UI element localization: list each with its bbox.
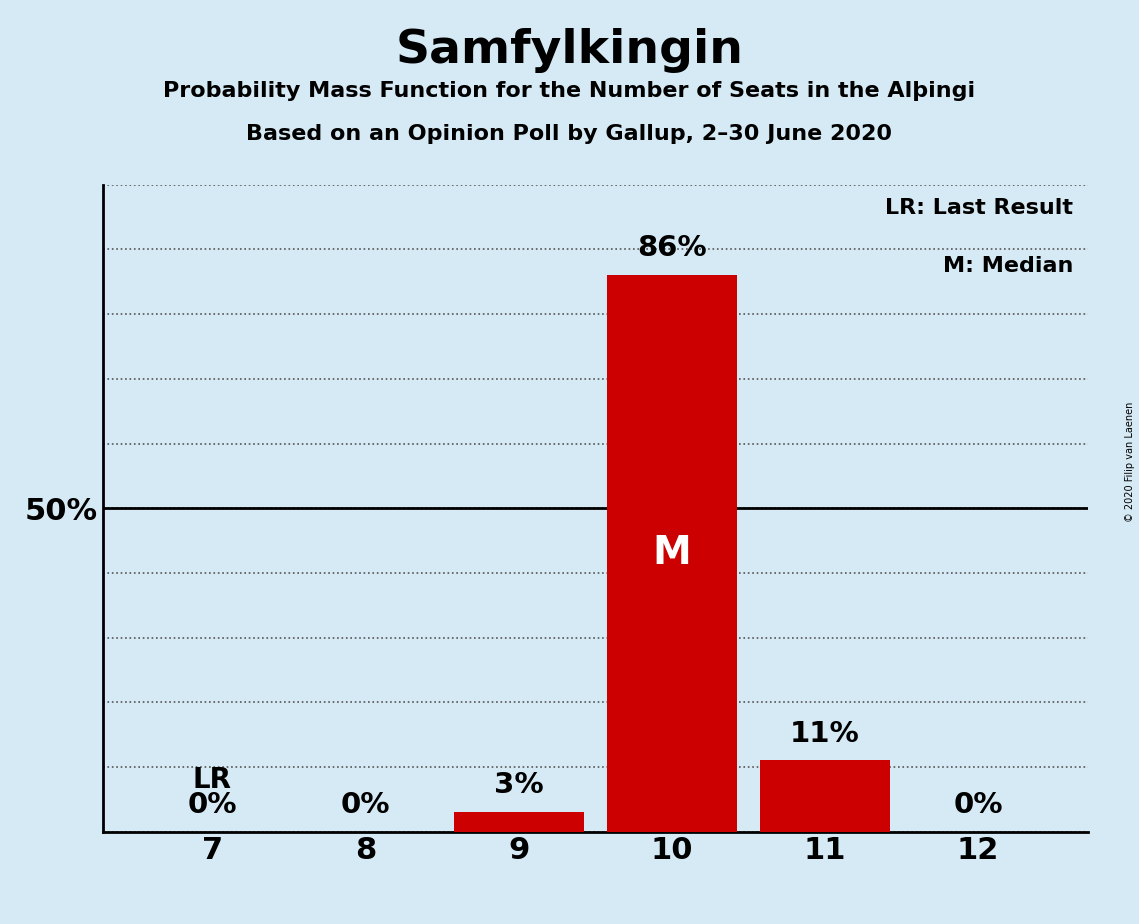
Text: Based on an Opinion Poll by Gallup, 2–30 June 2020: Based on an Opinion Poll by Gallup, 2–30… (246, 124, 893, 144)
Text: 3%: 3% (494, 772, 543, 799)
Text: Probability Mass Function for the Number of Seats in the Alþingi: Probability Mass Function for the Number… (163, 81, 976, 102)
Text: 0%: 0% (188, 791, 237, 819)
Text: 86%: 86% (637, 235, 706, 262)
Bar (607, 275, 737, 832)
Text: LR: Last Result: LR: Last Result (885, 198, 1073, 218)
Text: © 2020 Filip van Laenen: © 2020 Filip van Laenen (1125, 402, 1134, 522)
Bar (760, 760, 890, 832)
Text: Samfylkingin: Samfylkingin (395, 28, 744, 73)
Text: M: Median: M: Median (943, 256, 1073, 276)
Text: LR: LR (192, 766, 232, 794)
Text: 0%: 0% (341, 791, 391, 819)
Text: 0%: 0% (953, 791, 1002, 819)
Text: 11%: 11% (790, 720, 860, 748)
Text: M: M (653, 534, 691, 573)
Bar (453, 812, 583, 832)
